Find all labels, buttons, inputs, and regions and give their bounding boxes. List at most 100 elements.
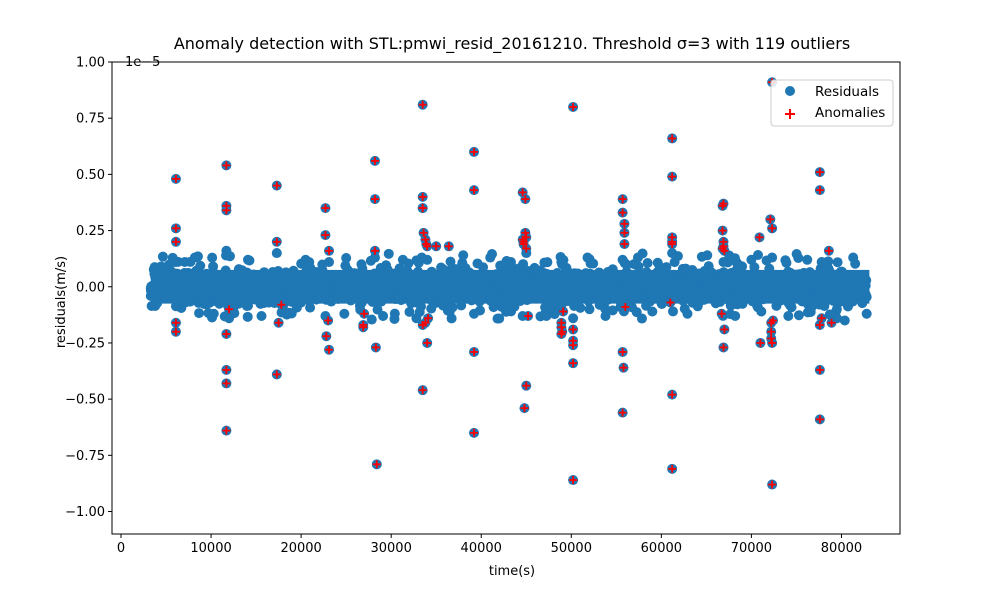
anomaly-marker xyxy=(171,327,180,336)
residuals-band-point xyxy=(248,273,259,284)
y-tick-label: −0.25 xyxy=(65,336,105,351)
x-tick-label: 70000 xyxy=(731,541,772,556)
anomaly-marker xyxy=(360,309,369,318)
residuals-band-point xyxy=(341,253,352,264)
anomaly-marker xyxy=(557,329,566,338)
x-tick-label: 20000 xyxy=(280,541,321,556)
residuals-band-point xyxy=(846,293,857,304)
anomaly-marker xyxy=(817,314,826,323)
residuals-band-point xyxy=(515,295,526,306)
residual-point xyxy=(422,254,433,265)
residuals-band-point xyxy=(591,285,602,296)
residuals-band-point xyxy=(287,283,298,294)
y-tick-label: 0.75 xyxy=(76,112,105,127)
anomaly-marker xyxy=(668,390,677,399)
residuals-band-point xyxy=(402,281,413,292)
anomaly-marker xyxy=(222,161,231,170)
residuals-band-point xyxy=(205,271,216,282)
residual-point xyxy=(411,313,422,324)
residuals-band-point xyxy=(742,277,753,288)
anomaly-marker xyxy=(325,246,334,255)
residual-point xyxy=(848,252,859,263)
anomaly-marker xyxy=(418,386,427,395)
residuals-band-point xyxy=(832,257,843,268)
residuals-band-point xyxy=(492,313,503,324)
y-tick-label: −0.50 xyxy=(65,393,105,408)
residuals-core-band xyxy=(145,248,872,326)
residuals-band-point xyxy=(469,282,480,293)
residuals-band-point xyxy=(646,288,657,299)
residuals-band-point xyxy=(518,259,529,270)
residuals-band-point xyxy=(180,279,191,290)
anomaly-marker xyxy=(815,365,824,374)
residual-point xyxy=(568,313,579,324)
residuals-band-point xyxy=(194,308,205,319)
residuals-band-point xyxy=(725,270,736,281)
residual-point xyxy=(582,252,593,263)
residuals-band-point xyxy=(489,271,500,282)
residuals-band-point xyxy=(438,264,449,275)
residuals-band-point xyxy=(457,266,468,277)
residual-point xyxy=(397,254,408,265)
residuals-band-point xyxy=(771,300,782,311)
residuals-band-point xyxy=(457,257,468,268)
residuals-band-point xyxy=(656,297,667,308)
anomaly-marker xyxy=(418,100,427,109)
residual-point xyxy=(767,252,778,263)
residual-point xyxy=(756,306,767,317)
anomaly-marker xyxy=(520,404,529,413)
anomaly-marker xyxy=(522,233,531,242)
anomaly-marker xyxy=(767,334,776,343)
anomaly-marker xyxy=(521,195,530,204)
residuals-band-point xyxy=(547,297,558,308)
residuals-band-point xyxy=(788,274,799,285)
residual-point xyxy=(556,257,567,268)
anomaly-marker xyxy=(522,244,531,253)
residuals-band-point xyxy=(447,278,458,289)
residual-point xyxy=(816,257,827,268)
residuals-band-point xyxy=(238,296,249,307)
residual-point xyxy=(208,308,219,319)
legend-anomalies-label: Anomalies xyxy=(815,105,885,121)
anomaly-marker xyxy=(569,341,578,350)
anomaly-marker xyxy=(222,329,231,338)
residuals-band-point xyxy=(564,278,575,289)
residuals-band-point xyxy=(552,268,563,279)
residual-point xyxy=(632,252,643,263)
residuals-band-point xyxy=(198,293,209,304)
anomaly-marker xyxy=(569,325,578,334)
residuals-band-point xyxy=(299,273,310,284)
anomaly-marker xyxy=(719,242,728,251)
residuals-band-point xyxy=(532,277,543,288)
residual-point xyxy=(189,252,200,263)
residuals-band-point xyxy=(260,281,271,292)
anomaly-marker xyxy=(620,240,629,249)
anomaly-marker xyxy=(521,228,530,237)
residuals-band-point xyxy=(857,298,868,309)
anomaly-marker xyxy=(557,323,566,332)
anomaly-marker xyxy=(222,379,231,388)
residuals-band-point xyxy=(737,298,748,309)
residual-point xyxy=(300,254,311,265)
residuals-band-point xyxy=(763,271,774,282)
residuals-band-point xyxy=(494,281,505,292)
y-tick-label: −0.75 xyxy=(65,449,105,464)
residuals-band-point xyxy=(604,270,615,281)
residuals-band-point xyxy=(274,270,285,281)
residuals-band-point xyxy=(616,293,627,304)
residual-point xyxy=(356,259,367,270)
residuals-band-point xyxy=(702,287,713,298)
residuals-band-point xyxy=(584,304,595,315)
residuals-band-point xyxy=(376,296,387,307)
residual-point xyxy=(746,254,757,265)
residuals-band-point xyxy=(167,278,178,289)
anomaly-marker xyxy=(815,415,824,424)
residuals-band-point xyxy=(685,288,696,299)
y-tick-label: −1.00 xyxy=(65,505,105,520)
anomaly-marker xyxy=(277,300,286,309)
anomaly-marker xyxy=(171,318,180,327)
residuals-band-point xyxy=(267,275,278,286)
anomaly-marker xyxy=(371,343,380,352)
residuals-band-point xyxy=(456,300,467,311)
